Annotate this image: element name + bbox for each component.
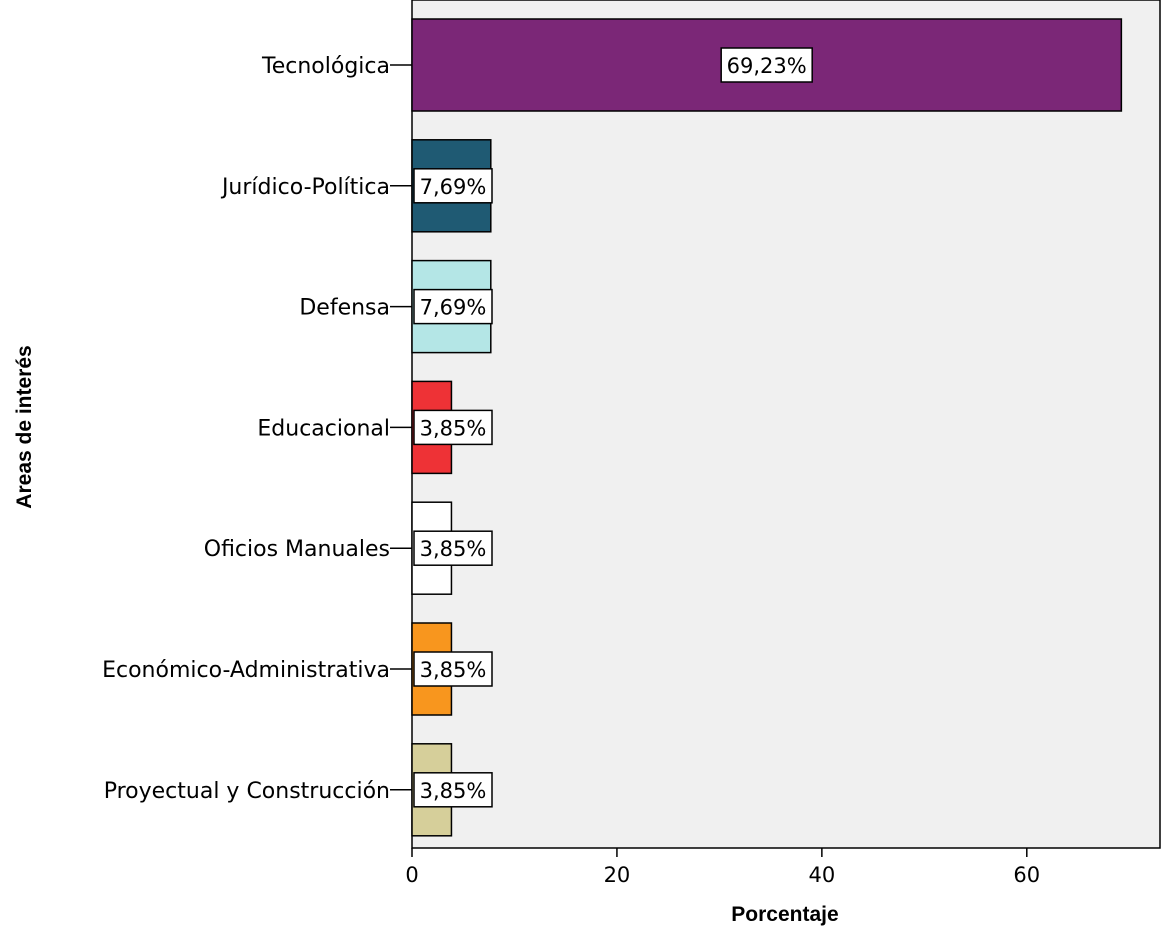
x-tick-label-40: 40 [808,863,835,887]
data-label-proyectual-y-construccion: 3,85% [420,779,487,803]
x-axis-title: Porcentaje [731,903,838,926]
category-label-oficios-manuales: Oficios Manuales [204,537,390,562]
y-axis-title: Areas de interés [13,345,36,508]
data-label-juridico-politica: 7,69% [420,175,487,199]
category-label-juridico-politica: Jurídico-Política [220,175,390,200]
data-label-box-educacional [413,409,493,446]
x-tick-label-0: 0 [405,863,418,887]
category-label-tecnologica: Tecnológica [261,54,390,79]
plot-area [411,0,1161,849]
data-label-defensa: 7,69% [420,296,487,320]
data-label-box-economico-administrativa [413,651,493,687]
x-axis: 0 20 40 60 [405,848,1040,887]
data-label-box-proyectual-y-construccion [413,772,493,808]
category-label-defensa: Defensa [299,296,390,321]
data-label-educacional: 3,85% [420,416,487,440]
bars-layer: 69,23% 7,69% 7,69% 3,85% 3,85% 3,85% 3,85% [411,18,1123,837]
data-label-box-tecnologica [720,47,813,83]
x-tick-label-20: 20 [604,863,631,887]
data-label-tecnologica: 69,23% [727,54,807,78]
category-axis: Tecnológica Jurídico-Política Defensa Educa… [102,54,412,804]
data-label-box-defensa [413,288,493,325]
data-label-box-juridico-politica [413,168,493,204]
data-label-oficios-manuales: 3,85% [420,537,487,561]
x-tick-label-60: 60 [1013,863,1040,887]
category-label-economico-administrativa: Económico-Administrativa [102,658,390,683]
category-label-proyectual-y-construccion: Proyectual y Construcción [104,779,390,804]
data-label-box-oficios-manuales [413,530,493,566]
category-label-educacional: Educacional [257,416,390,441]
data-label-economico-administrativa: 3,85% [420,658,487,682]
